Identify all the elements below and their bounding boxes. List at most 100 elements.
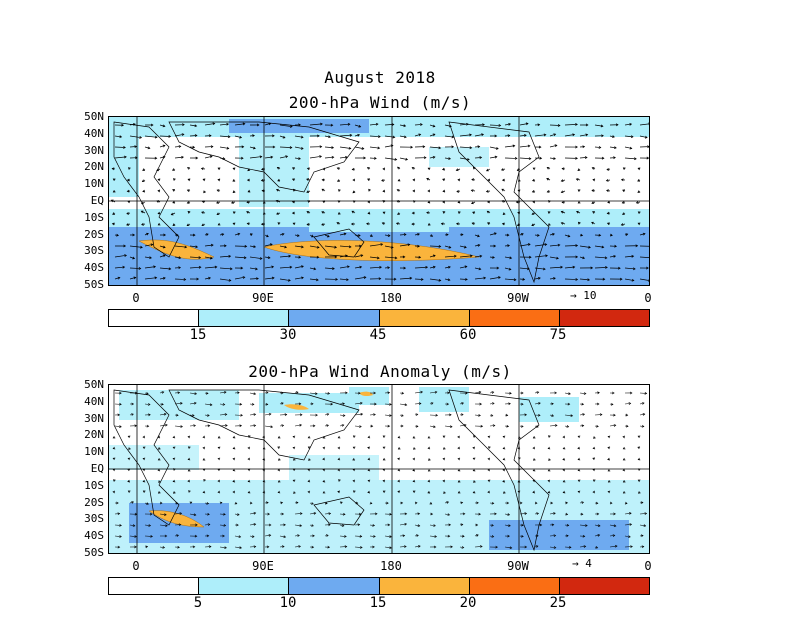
wind-vector-head: [553, 277, 556, 280]
wind-vector-head: [448, 157, 451, 160]
wind-vector-head: [288, 254, 292, 258]
wind-vector-head: [507, 513, 511, 516]
wind-vector-head: [427, 446, 431, 450]
wind-vector-head: [298, 545, 301, 548]
wind-vector-head: [536, 391, 540, 394]
wind-vector-head: [232, 490, 236, 494]
wind-vector-head: [195, 523, 198, 527]
wind-vector: [459, 255, 473, 258]
wind-vector-head: [471, 201, 474, 205]
wind-vector-head: [271, 276, 275, 280]
wind-vector-head: [466, 122, 469, 126]
wind-vector: [249, 146, 256, 149]
wind-vector-head: [542, 267, 546, 271]
wind-vector-head: [187, 479, 191, 483]
wind-vector: [339, 233, 347, 236]
wind-vector-head: [527, 243, 531, 246]
wind-vector-head: [158, 480, 161, 483]
wind-vector-head: [140, 210, 144, 214]
figure-title: August 2018: [324, 68, 436, 87]
wind-vector-head: [127, 468, 130, 472]
wind-vector: [384, 135, 395, 138]
anomaly-map: [108, 384, 650, 554]
wind-vector: [294, 546, 301, 548]
wind-vector-head: [341, 524, 345, 527]
wind-vector: [174, 156, 184, 159]
wind-vector-head: [455, 168, 459, 172]
wind-vector-head: [351, 210, 355, 214]
wind-vector-head: [146, 232, 149, 236]
wind-vector-head: [311, 234, 314, 238]
wind-vector-head: [262, 201, 266, 204]
wind-vector-head: [360, 254, 364, 258]
wind-vector: [144, 524, 151, 526]
wind-vector-head: [592, 446, 596, 450]
wind-vector-head: [412, 435, 416, 439]
wind-vector-head: [373, 535, 376, 538]
wind-vector: [114, 535, 122, 537]
wind-vector-head: [348, 146, 352, 150]
wind-vector-head: [532, 446, 536, 450]
wind-vector-head: [117, 545, 121, 549]
colorbar-label: 30: [279, 327, 297, 343]
wind-vector-head: [367, 446, 370, 450]
wind-vector-head: [168, 267, 172, 271]
colorbar-segment: [289, 310, 380, 326]
wind-vector: [549, 244, 560, 247]
wind-vector: [309, 267, 316, 270]
wind-vector-head: [577, 446, 580, 450]
wind-vector-head: [420, 123, 423, 127]
wind-vector: [489, 391, 494, 394]
wind-vector-head: [508, 267, 512, 271]
wind-vector-head: [280, 391, 284, 395]
wind-vector: [414, 391, 423, 394]
wind-vector-head: [517, 446, 521, 450]
wind-vector: [534, 391, 539, 394]
wind-vector: [309, 245, 320, 248]
wind-vector-head: [438, 146, 442, 150]
wind-vector: [369, 414, 376, 416]
wind-vector-head: [307, 468, 311, 472]
anomaly-panel-title: 200-hPa Wind Anomaly (m/s): [248, 362, 512, 381]
wind-vector: [219, 146, 229, 149]
wind-vector-head: [560, 179, 564, 182]
wind-vector-head: [457, 178, 461, 182]
wind-vector-head: [537, 123, 541, 127]
wind-vector-head: [554, 424, 558, 427]
wind-vector-head: [194, 134, 198, 138]
wind-vector-head: [414, 501, 418, 505]
wind-vector-head: [637, 446, 641, 450]
wind-vector-head: [548, 458, 551, 461]
wind-vector: [234, 256, 247, 259]
wind-vector-head: [207, 523, 211, 526]
wind-vector-head: [422, 145, 426, 149]
wind-vector-head: [230, 201, 234, 204]
wind-vector-head: [119, 535, 122, 538]
wind-vector-head: [389, 512, 392, 516]
wind-vector-head: [236, 513, 240, 516]
anomaly-reference-vector: → 4: [572, 557, 592, 570]
wind-vector-head: [466, 157, 470, 161]
wind-vector-head: [562, 468, 566, 472]
wind-vector-head: [203, 190, 206, 194]
wind-vector-head: [222, 403, 226, 406]
wind-vector-head: [640, 501, 644, 505]
wind-vector-head: [487, 435, 491, 439]
wind-vector-head: [378, 135, 381, 139]
wind-vector-head: [391, 123, 395, 126]
wind-vector: [219, 546, 227, 549]
wind-vector-head: [134, 156, 138, 160]
wind-vector-head: [357, 133, 361, 137]
wind-vector-head: [601, 245, 605, 249]
wind-vector: [141, 210, 146, 214]
wind-vector-head: [508, 402, 511, 406]
lat-label: 40S: [84, 529, 104, 543]
wind-vector-head: [477, 243, 481, 247]
wind-vector: [174, 256, 181, 259]
wind-vector-head: [315, 278, 319, 282]
wind-vector-head: [145, 392, 149, 395]
wind-vector-head: [472, 166, 476, 170]
wind-vector-head: [567, 402, 571, 406]
wind-vector-head: [321, 211, 325, 214]
wind-vector-head: [162, 254, 166, 258]
